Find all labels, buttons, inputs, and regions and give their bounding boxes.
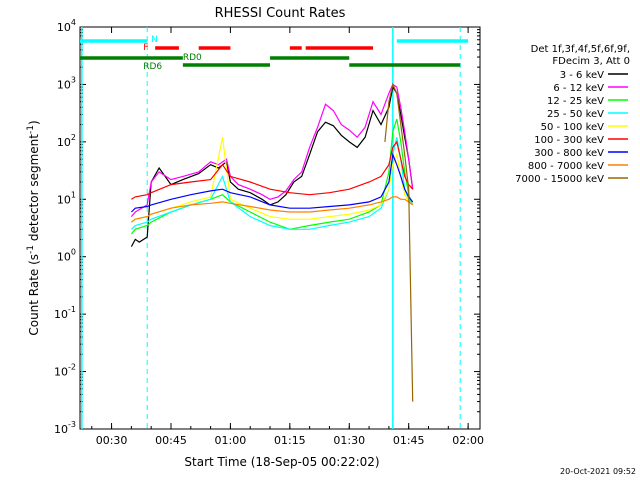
legend-label: 6 - 12 keV: [553, 83, 604, 94]
y-axis-label: Count Rate (s-1 detector segment-1): [26, 120, 41, 335]
y-axis-label-mid: detector segment: [27, 134, 41, 245]
bar-label-rd6: RD6: [143, 62, 162, 72]
legend-label: 7000 - 15000 keV: [515, 174, 604, 185]
y-tick-exponent: -2: [68, 363, 76, 372]
y-tick-exponent: 4: [71, 18, 76, 27]
y-tick-label: 10-1: [54, 305, 76, 321]
x-tick-label: 02:00: [452, 434, 484, 447]
legend-label: 50 - 100 keV: [541, 122, 605, 133]
legend-title-line: Det 1f,3f,4f,5f,6f,9f,: [531, 44, 630, 55]
y-tick-exponent: 3: [71, 75, 76, 84]
legend-title-line: FDecim 3, Att 0: [552, 56, 630, 67]
y-axis-label-end: ): [27, 120, 41, 125]
series-line: [131, 137, 414, 223]
y-tick-base: 10: [57, 78, 71, 91]
footer-timestamp: 20-Oct-2021 09:52: [560, 467, 636, 476]
y-tick-label: 10-3: [54, 420, 76, 436]
series-line: [130, 137, 414, 230]
y-axis-label-main: Count Rate (s: [27, 254, 41, 336]
y-tick-exponent: -1: [68, 305, 76, 314]
legend-label: 25 - 50 keV: [547, 109, 604, 120]
legend-label: 12 - 25 keV: [547, 96, 604, 107]
y-tick-base: 10: [57, 251, 71, 264]
series-line: [131, 140, 414, 200]
bar-label-f: F: [143, 43, 148, 53]
y-tick-exponent: 1: [71, 190, 76, 199]
chart-title: RHESSI Count Rates: [215, 6, 346, 21]
legend-label: 3 - 6 keV: [560, 70, 604, 81]
y-tick-label: 102: [57, 133, 76, 149]
x-tick-label: 01:15: [274, 434, 306, 447]
series-line: [130, 83, 414, 217]
bar-label-rd0: RD0: [183, 53, 202, 63]
legend: Det 1f,3f,4f,5f,6f,9f,FDecim 3, Att 0 3 -…: [515, 44, 630, 185]
y-tick-base: 10: [54, 366, 68, 379]
plot-frame: [79, 26, 481, 430]
legend-label: 300 - 800 keV: [534, 148, 604, 159]
x-axis-label: Start Time (18-Sep-05 00:22:02): [184, 455, 379, 469]
y-tick-label: 10-2: [54, 363, 76, 379]
x-tick-label: 01:00: [215, 434, 247, 447]
bar-label-n: N: [151, 35, 158, 45]
y-tick-base: 10: [57, 21, 71, 34]
series-line: [130, 152, 414, 213]
y-tick-base: 10: [54, 308, 68, 321]
y-tick-label: 100: [57, 248, 76, 264]
y-tick-label: 101: [57, 190, 76, 206]
y-tick-base: 10: [57, 193, 71, 206]
y-tick-base: 10: [54, 423, 68, 436]
y-tick-exponent: 2: [71, 133, 76, 142]
legend-label: 100 - 300 keV: [534, 135, 604, 146]
x-tick-label: 01:30: [333, 434, 365, 447]
x-tick-label: 00:45: [155, 434, 187, 447]
x-tick-label: 01:45: [393, 434, 425, 447]
legend-label: 800 - 7000 keV: [528, 161, 604, 172]
x-tick-label: 00:30: [96, 434, 128, 447]
y-axis-label-sup2: -1: [26, 125, 36, 134]
y-tick-exponent: -3: [68, 420, 76, 429]
series-line: [131, 196, 414, 223]
y-tick-base: 10: [57, 136, 71, 149]
y-tick-label: 103: [57, 75, 76, 91]
series-line: [384, 82, 414, 402]
y-tick-label: 104: [57, 18, 76, 34]
y-tick-exponent: 0: [71, 248, 76, 257]
y-axis-label-sup: -1: [26, 245, 36, 254]
